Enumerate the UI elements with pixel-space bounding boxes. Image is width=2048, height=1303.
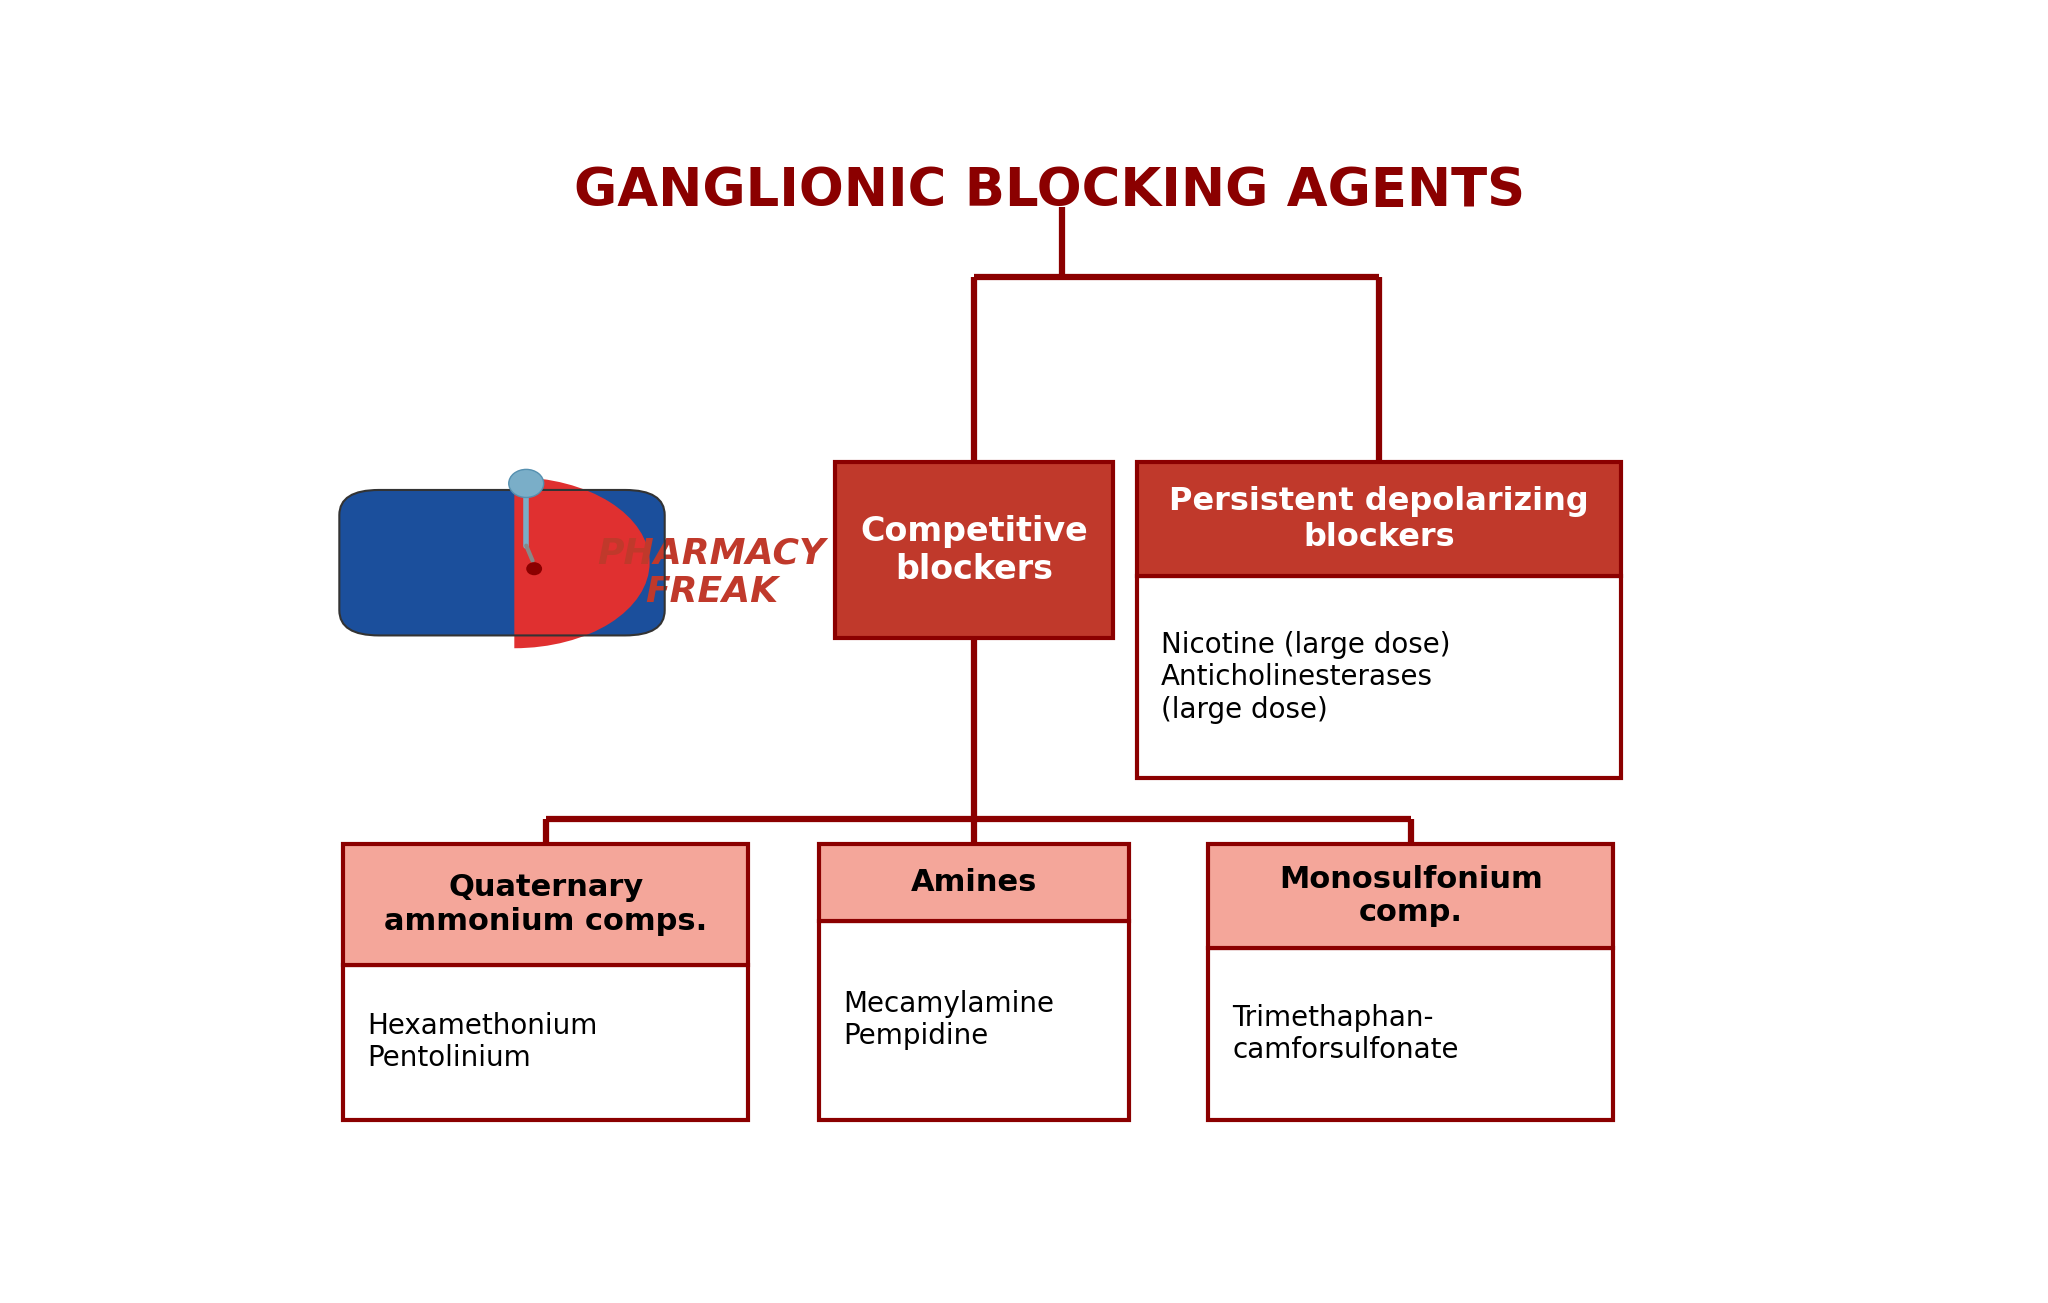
FancyBboxPatch shape	[340, 490, 666, 636]
Text: Persistent depolarizing
blockers: Persistent depolarizing blockers	[1169, 486, 1589, 552]
Text: Amines: Amines	[911, 868, 1038, 896]
Text: Trimethaphan-
camforsulfonate: Trimethaphan- camforsulfonate	[1233, 1003, 1458, 1065]
FancyBboxPatch shape	[1208, 949, 1614, 1119]
FancyBboxPatch shape	[836, 463, 1114, 638]
Text: Competitive
blockers: Competitive blockers	[860, 515, 1087, 586]
FancyBboxPatch shape	[344, 966, 748, 1119]
FancyBboxPatch shape	[819, 921, 1128, 1119]
FancyBboxPatch shape	[1137, 463, 1622, 576]
Text: Mecamylamine
Pempidine: Mecamylamine Pempidine	[844, 990, 1055, 1050]
Text: Monosulfonium
comp.: Monosulfonium comp.	[1278, 865, 1542, 928]
Ellipse shape	[526, 562, 543, 575]
Wedge shape	[514, 477, 649, 648]
Text: PHARMACY
FREAK: PHARMACY FREAK	[598, 536, 825, 610]
Ellipse shape	[508, 469, 543, 498]
Text: GANGLIONIC BLOCKING AGENTS: GANGLIONIC BLOCKING AGENTS	[573, 165, 1526, 218]
Text: Quaternary
ammonium comps.: Quaternary ammonium comps.	[385, 873, 707, 936]
Text: Hexamethonium
Pentolinium: Hexamethonium Pentolinium	[367, 1012, 598, 1072]
FancyBboxPatch shape	[1208, 843, 1614, 949]
FancyBboxPatch shape	[819, 843, 1128, 921]
FancyBboxPatch shape	[344, 843, 748, 966]
Text: Nicotine (large dose)
Anticholinesterases
(large dose): Nicotine (large dose) Anticholinesterase…	[1161, 631, 1450, 723]
FancyBboxPatch shape	[1137, 576, 1622, 778]
